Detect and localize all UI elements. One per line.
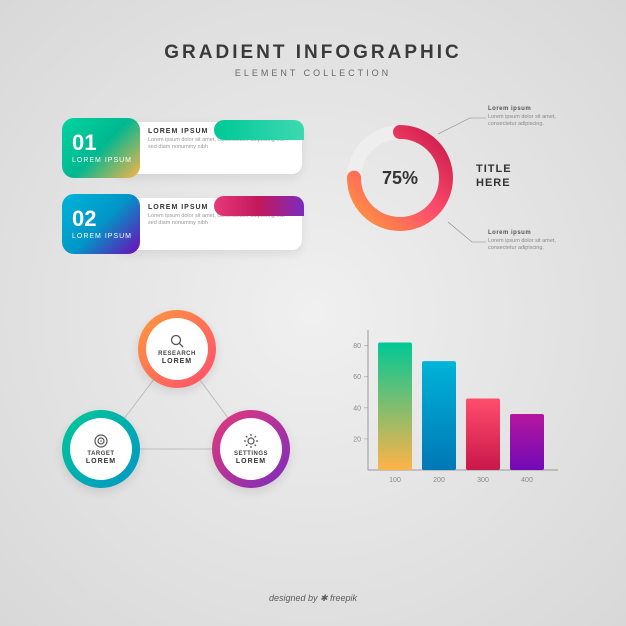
card-number-badge: 02 LOREM IPSUM <box>62 194 140 254</box>
bar-1 <box>422 361 456 470</box>
card-01: LOREM IPSUM Lorem ipsum dolor sit amet, … <box>62 118 302 178</box>
triangle-node-0: RESEARCH LOREM <box>138 310 216 388</box>
node-inner: SETTINGS LOREM <box>220 418 282 480</box>
card-number-label: LOREM IPSUM <box>72 233 140 240</box>
node-label: LOREM <box>236 458 266 465</box>
svg-text:300: 300 <box>477 477 489 484</box>
svg-text:200: 200 <box>433 477 445 484</box>
svg-text:80: 80 <box>353 343 361 350</box>
svg-text:20: 20 <box>353 436 361 443</box>
donut-callout-2: Lorem ipsum Lorem ipsum dolor sit amet, … <box>488 230 578 252</box>
donut-percent: 75% <box>340 118 460 238</box>
svg-text:40: 40 <box>353 405 361 412</box>
gear-icon <box>243 433 259 449</box>
triangle-node-2: SETTINGS LOREM <box>212 410 290 488</box>
target-icon <box>93 433 109 449</box>
triangle-node-1: TARGET LOREM <box>62 410 140 488</box>
donut-chart: 75% TITLE HERE Lorem ipsum Lorem ipsum d… <box>340 118 580 238</box>
donut-title: TITLE HERE <box>476 162 512 191</box>
card-number: 02 <box>72 208 140 230</box>
card-tab <box>214 120 304 140</box>
node-label: LOREM <box>86 458 116 465</box>
node-icon-label: TARGET <box>87 451 114 457</box>
footer-credit: designed by ✱ freepik <box>0 593 626 604</box>
card-02: LOREM IPSUM Lorem ipsum dolor sit amet, … <box>62 194 302 254</box>
node-icon-label: SETTINGS <box>234 451 268 457</box>
search-icon <box>169 333 185 349</box>
triangle-diagram: RESEARCH LOREM TARGET LOREM SETTINGS LOR… <box>62 310 292 510</box>
card-number-label: LOREM IPSUM <box>72 157 140 164</box>
numbered-cards: LOREM IPSUM Lorem ipsum dolor sit amet, … <box>62 118 312 270</box>
card-number: 01 <box>72 132 140 154</box>
node-label: LOREM <box>162 358 192 365</box>
svg-text:60: 60 <box>353 374 361 381</box>
card-body: LOREM IPSUM Lorem ipsum dolor sit amet, … <box>114 198 302 250</box>
infographic-grid: LOREM IPSUM Lorem ipsum dolor sit amet, … <box>0 0 626 626</box>
bar-2 <box>466 398 500 470</box>
donut-ring: 75% <box>340 118 460 238</box>
bar-chart: 20 40 60 80 100 200 300 400 <box>340 320 570 500</box>
node-inner: TARGET LOREM <box>70 418 132 480</box>
card-body: LOREM IPSUM Lorem ipsum dolor sit amet, … <box>114 122 302 174</box>
bar-0 <box>378 342 412 470</box>
card-tab <box>214 196 304 216</box>
svg-text:400: 400 <box>521 477 533 484</box>
card-number-badge: 01 LOREM IPSUM <box>62 118 140 178</box>
bar-3 <box>510 414 544 470</box>
node-icon-label: RESEARCH <box>158 351 196 357</box>
donut-callout-1: Lorem ipsum Lorem ipsum dolor sit amet, … <box>488 106 578 128</box>
node-inner: RESEARCH LOREM <box>146 318 208 380</box>
svg-text:100: 100 <box>389 477 401 484</box>
